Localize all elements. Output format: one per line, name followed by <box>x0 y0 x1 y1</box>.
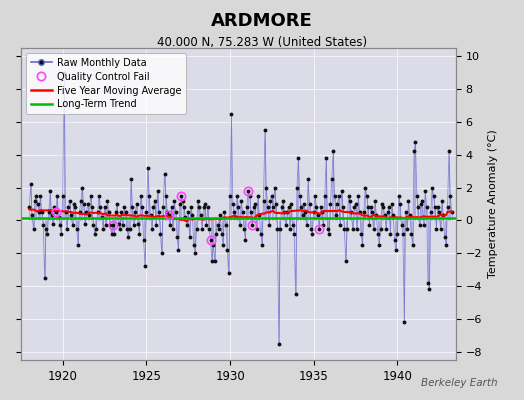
Text: ARDMORE: ARDMORE <box>211 12 313 30</box>
Text: 40.000 N, 75.283 W (United States): 40.000 N, 75.283 W (United States) <box>157 36 367 49</box>
Text: Berkeley Earth: Berkeley Earth <box>421 378 498 388</box>
Legend: Raw Monthly Data, Quality Control Fail, Five Year Moving Average, Long-Term Tren: Raw Monthly Data, Quality Control Fail, … <box>26 53 187 114</box>
Y-axis label: Temperature Anomaly (°C): Temperature Anomaly (°C) <box>488 130 498 278</box>
